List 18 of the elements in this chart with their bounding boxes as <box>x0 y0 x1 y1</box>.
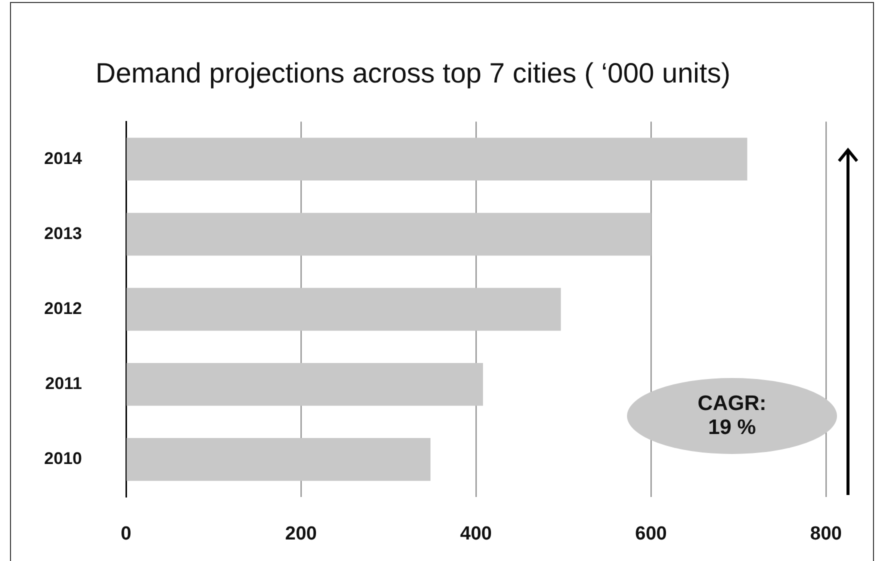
y-tick-label: 2013 <box>44 224 82 243</box>
x-tick-label: 400 <box>460 524 492 545</box>
bar <box>126 212 651 256</box>
x-tick-label: 200 <box>285 524 317 545</box>
y-tick-label: 2012 <box>44 298 82 318</box>
bar <box>126 288 561 331</box>
bar <box>126 362 483 406</box>
x-tick-label: 0 <box>120 524 132 545</box>
annotation: CAGR: 19 % <box>696 392 768 440</box>
y-tick-label: 2014 <box>44 148 83 168</box>
ellipse-callout: CAGR: 19 % <box>627 378 837 454</box>
y-tick-label: 2011 <box>45 374 82 394</box>
chart-title: Demand projections across top 7 cities ( ‘000 units) <box>96 58 730 89</box>
bar <box>126 138 748 181</box>
x-tick-label: 600 <box>635 524 667 545</box>
y-tick-label: 2010 <box>44 449 82 468</box>
bar <box>126 438 430 481</box>
x-tick-label: 800 <box>810 524 842 545</box>
